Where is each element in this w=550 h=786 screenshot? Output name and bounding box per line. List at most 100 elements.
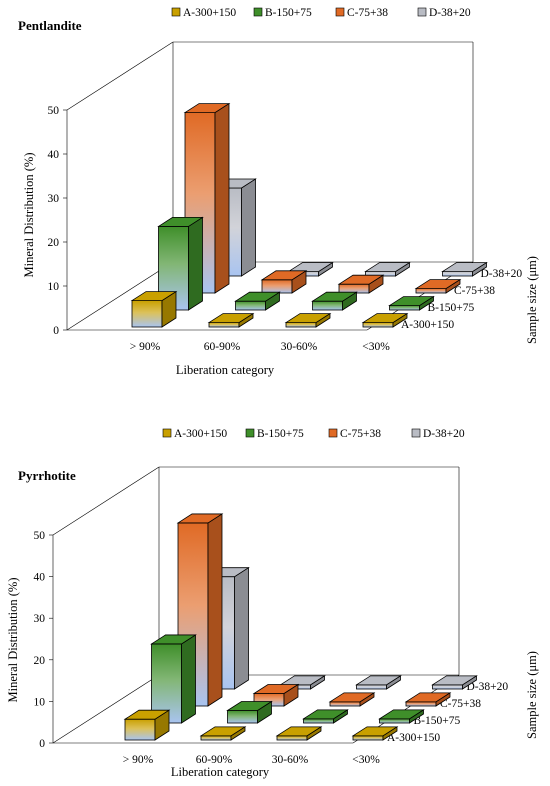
bar-top-face xyxy=(260,270,308,281)
bar-A-1 xyxy=(199,726,247,741)
bars xyxy=(123,513,478,741)
legend-entry: A-300+150 xyxy=(174,428,227,440)
depth-tick-label: A-300+150 xyxy=(387,732,440,744)
z-axis-label: Sample size (μm) xyxy=(525,651,539,739)
legend-swatch xyxy=(335,7,345,17)
legend-entry: A-300+150 xyxy=(183,7,236,19)
floor-left-edge xyxy=(52,674,160,744)
bar-B-1 xyxy=(226,700,273,724)
x-axis-label: Liberation category xyxy=(176,363,275,377)
x-tick-label: <30% xyxy=(352,754,380,766)
bar-top-face xyxy=(364,262,411,273)
y-tick-label: 0 xyxy=(39,738,45,750)
bar-front-face xyxy=(200,735,232,741)
bar-top-face xyxy=(431,675,478,686)
x-tick-label: 30-60% xyxy=(272,754,309,766)
bar-top-face xyxy=(226,701,273,711)
bar-front-face xyxy=(405,701,437,707)
bar-B-1 xyxy=(234,291,281,311)
y-tick-label: 50 xyxy=(34,530,46,542)
bar-front-face xyxy=(362,322,394,328)
depth-tick-label: A-300+150 xyxy=(401,319,454,331)
bar-front-face xyxy=(285,322,317,328)
depth-tick-label: C-75+38 xyxy=(440,698,481,710)
chart-title: Pyrrhotite xyxy=(18,468,76,483)
y-tick-label: 20 xyxy=(34,655,46,667)
bar-top-face xyxy=(234,291,281,302)
y-tick-label: 30 xyxy=(48,193,60,205)
bars xyxy=(130,102,488,328)
chart-title: Pentlandite xyxy=(18,18,82,33)
x-tick-label: 60-90% xyxy=(196,754,233,766)
bar-A-2 xyxy=(284,312,332,328)
legend-entry: D-38+20 xyxy=(429,7,471,19)
bar-front-face xyxy=(208,322,240,328)
legend-entry: B-150+75 xyxy=(257,428,304,440)
depth-tick-label: D-38+20 xyxy=(481,268,523,280)
bar-front-face xyxy=(389,305,420,311)
bar-front-face xyxy=(442,271,473,277)
bar-A-2 xyxy=(275,726,323,741)
bar-top-face xyxy=(130,291,178,302)
legend-swatch xyxy=(171,7,181,17)
bar-D-2 xyxy=(355,675,402,690)
y-tick-label: 10 xyxy=(48,281,60,293)
bar-C-2 xyxy=(337,274,385,294)
bar-top-face xyxy=(355,675,402,686)
bar-front-face xyxy=(227,710,258,724)
depth-tick-label: B-150+75 xyxy=(414,715,461,727)
y-tick-label: 20 xyxy=(48,237,60,249)
bar-top-face xyxy=(279,675,326,686)
bar-A-0 xyxy=(123,709,171,741)
bar-B-0 xyxy=(150,634,197,724)
x-tick-label: 30-60% xyxy=(281,341,318,353)
depth-tick-label: D-38+20 xyxy=(467,681,509,693)
bar-front-face xyxy=(261,279,293,294)
x-tick-label: > 90% xyxy=(130,341,161,353)
x-tick-label: <30% xyxy=(362,341,390,353)
legend-swatch xyxy=(411,428,421,438)
bar-top-face xyxy=(388,296,435,307)
legend-swatch xyxy=(245,428,255,438)
bar-side-face xyxy=(188,216,203,311)
bar-front-face xyxy=(415,288,447,294)
legend: A-300+150 B-150+75 C-75+38 D-38+20 xyxy=(171,7,471,19)
bar-front-face xyxy=(329,701,361,707)
bar-top-face xyxy=(414,279,462,290)
legend-swatch xyxy=(253,7,263,17)
bar-front-face xyxy=(379,718,410,724)
bar-front-face xyxy=(235,300,266,311)
bar-D-3 xyxy=(431,675,478,690)
x-tick-label: > 90% xyxy=(123,754,154,766)
chart-2: 0 10 20 30 40 50 > 90% 60-90% 30-60% <30% A-300+15… xyxy=(6,428,539,779)
bar-top-face xyxy=(302,709,349,720)
bar-A-3 xyxy=(361,312,409,328)
legend-entry: C-75+38 xyxy=(340,428,381,440)
bar-top-face xyxy=(275,726,323,737)
x-axis-label: Liberation category xyxy=(171,765,270,779)
y-tick-label: 10 xyxy=(34,696,46,708)
bar-front-face xyxy=(124,718,156,741)
bar-top-face xyxy=(176,513,224,524)
y-axis-label: Mineral Distribution (%) xyxy=(22,153,36,278)
bar-top-face xyxy=(252,684,300,694)
legend-entry: C-75+38 xyxy=(347,7,388,19)
bar-top-face xyxy=(199,726,247,737)
bar-C-3 xyxy=(404,692,452,707)
y-tick-label: 50 xyxy=(48,105,60,117)
bar-C-3 xyxy=(414,278,462,294)
depth-tick-label: B-150+75 xyxy=(428,302,475,314)
bar-B-3 xyxy=(378,709,425,724)
bar-side-face xyxy=(181,634,196,724)
bar-top-face xyxy=(351,726,399,737)
legend-entry: D-38+20 xyxy=(423,428,465,440)
bar-B-2 xyxy=(302,709,349,724)
bar-top-face xyxy=(328,692,376,703)
bar-top-face xyxy=(404,692,452,703)
bar-B-3 xyxy=(388,295,435,311)
bar-A-0 xyxy=(130,290,178,328)
bar-top-face xyxy=(284,313,332,324)
y-tick-label: 40 xyxy=(34,572,46,584)
bar-B-2 xyxy=(311,291,358,311)
